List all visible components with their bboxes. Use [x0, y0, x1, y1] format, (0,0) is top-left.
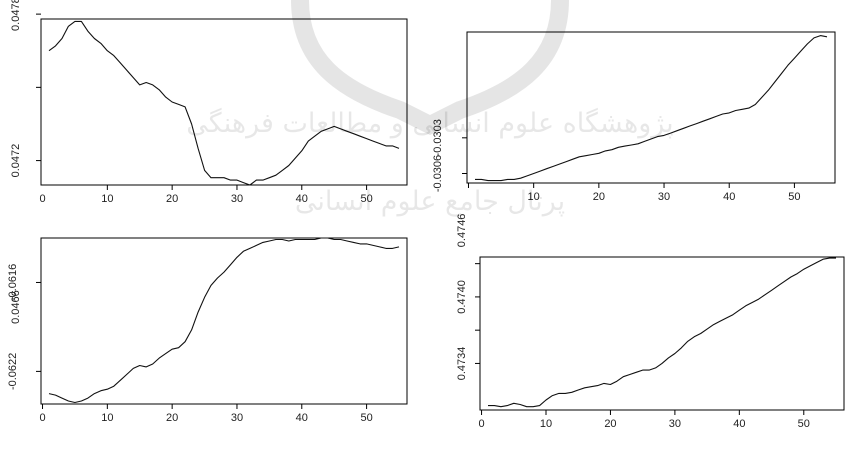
x-tick-label: 40 — [723, 191, 735, 203]
series-line — [48, 237, 400, 404]
y-tick-label: 0.0478 — [10, 0, 22, 31]
x-tick-label: 0 — [478, 418, 484, 430]
x-tick-label: 0 — [39, 193, 45, 205]
x-tick-label: 30 — [231, 193, 243, 205]
y-tick-label: -0.0303 — [432, 119, 444, 156]
series-line — [48, 20, 400, 186]
x-tick-label: 10 — [540, 418, 552, 430]
x-tick-label: 10 — [101, 193, 113, 205]
x-tick-label: 20 — [593, 191, 605, 203]
plot-frame — [40, 237, 408, 405]
x-tick-label: 40 — [733, 418, 745, 430]
y-tick-label: 0.0472 — [10, 144, 22, 178]
y-tick-label: -0.0306 — [432, 155, 444, 192]
y-tick-label: 0.4734 — [456, 347, 468, 381]
x-tick-label: 50 — [360, 412, 372, 424]
x-tick-label: 50 — [798, 418, 810, 430]
chart-panel-3: 0 10 20 30 40 50 -0.0622 -0.0616 — [7, 237, 408, 424]
x-tick-label: 0 — [39, 412, 45, 424]
x-tick-label: 20 — [166, 193, 178, 205]
chart-panel-1: 0 10 20 30 40 50 0.0466 0.0472 0.0478 — [10, 0, 408, 324]
y-tick-label: 0.4740 — [456, 280, 468, 314]
x-tick-label: 20 — [604, 418, 616, 430]
plot-frame — [466, 31, 836, 184]
chart-panel-2: 10 20 30 40 50 -0.0306-0.0303 — [432, 31, 836, 203]
series-line — [475, 35, 828, 182]
chart-panel-4: 0 10 20 30 40 50 0.4734 0.4740 0.4746 — [456, 214, 845, 430]
x-tick-label: 50 — [788, 191, 800, 203]
x-tick-label: 30 — [231, 412, 243, 424]
x-tick-label: 20 — [166, 412, 178, 424]
y-tick-label: -0.0616 — [7, 264, 19, 301]
x-tick-label: 40 — [296, 412, 308, 424]
x-tick-label: 10 — [528, 191, 540, 203]
x-tick-label: 30 — [669, 418, 681, 430]
plot-frame — [40, 18, 408, 186]
y-tick-label: 0.0466 — [10, 290, 22, 324]
x-tick-label: 10 — [101, 412, 113, 424]
series-line — [488, 257, 836, 408]
y-tick-label: 0.4746 — [456, 214, 468, 248]
x-tick-label: 40 — [296, 193, 308, 205]
x-tick-label: 50 — [360, 193, 372, 205]
plot-frame — [479, 256, 845, 411]
x-tick-label: 30 — [658, 191, 670, 203]
y-tick-label: -0.0622 — [7, 353, 19, 390]
